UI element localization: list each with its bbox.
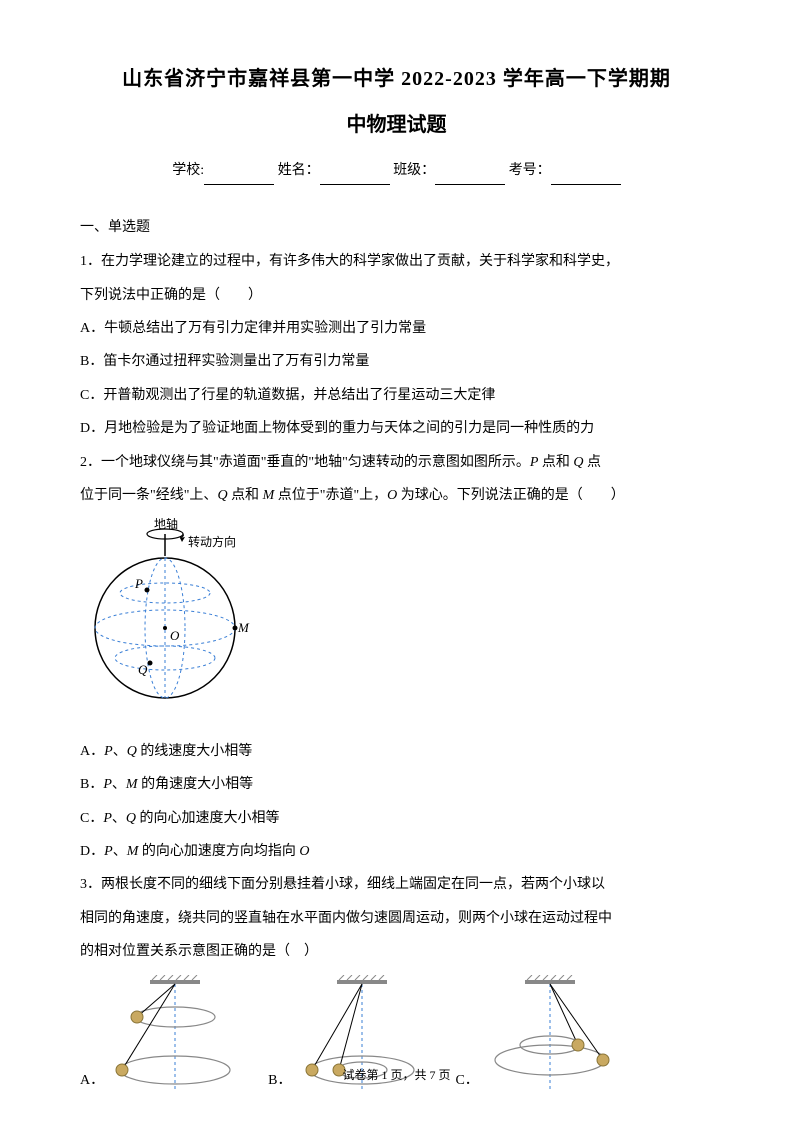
title-line-2: 中物理试题 bbox=[80, 106, 713, 144]
svg-text:P: P bbox=[134, 576, 143, 591]
q3-stem-1: 3．两根长度不同的细线下面分别悬挂着小球，细线上端固定在同一点，若两个小球以 bbox=[80, 870, 713, 899]
axis-label: 地轴 bbox=[154, 518, 178, 531]
school-blank[interactable] bbox=[204, 169, 274, 185]
title-line-1: 山东省济宁市嘉祥县第一中学 2022-2023 学年高一下学期期 bbox=[80, 60, 713, 98]
student-info-line: 学校: 姓名： 班级： 考号： bbox=[80, 158, 713, 185]
q1-stem-1: 1．在力学理论建立的过程中，有许多伟大的科学家做出了贡献，关于科学家和科学史， bbox=[80, 247, 713, 276]
q1-option-b: B．笛卡尔通过扭秤实验测量出了万有引力常量 bbox=[80, 347, 713, 376]
q2-option-d: D．P、M 的向心加速度方向均指向 O bbox=[80, 837, 713, 866]
q3-stem-3: 的相对位置关系示意图正确的是（ ） bbox=[80, 937, 713, 966]
q2-stem-1: 2．一个地球仪绕与其"赤道面"垂直的"地轴"匀速转动的示意图如图所示。P 点和 … bbox=[80, 448, 713, 477]
q2-option-c: C．P、Q 的向心加速度大小相等 bbox=[80, 804, 713, 833]
q2-stem-2: 位于同一条"经线"上、Q 点和 M 点位于"赤道"上，O 为球心。下列说法正确的… bbox=[80, 481, 713, 510]
class-label: 班级： bbox=[393, 163, 435, 178]
q1-option-a: A．牛顿总结出了万有引力定律并用实验测出了引力常量 bbox=[80, 314, 713, 343]
q1-option-d: D．月地检验是为了验证地面上物体受到的重力与天体之间的引力是同一种性质的力 bbox=[80, 414, 713, 443]
svg-text:O: O bbox=[170, 628, 180, 643]
q2-diagram: 地轴 转动方向 O P Q M bbox=[80, 518, 713, 729]
school-label: 学校: bbox=[172, 163, 204, 178]
q3-stem-2: 相同的角速度，绕共同的竖直轴在水平面内做匀速圆周运动，则两个小球在运动过程中 bbox=[80, 904, 713, 933]
section-1-title: 一、单选题 bbox=[80, 215, 713, 242]
q2-option-b: B．P、M 的角速度大小相等 bbox=[80, 770, 713, 799]
rotation-label: 转动方向 bbox=[188, 534, 236, 549]
name-blank[interactable] bbox=[320, 169, 390, 185]
examno-label: 考号： bbox=[509, 163, 551, 178]
page-footer: 试卷第 1 页，共 7 页 bbox=[0, 1064, 793, 1087]
q1-option-c: C．开普勒观测出了行星的轨道数据，并总结出了行星运动三大定律 bbox=[80, 381, 713, 410]
class-blank[interactable] bbox=[435, 169, 505, 185]
examno-blank[interactable] bbox=[551, 169, 621, 185]
q2-option-a: A．P、Q 的线速度大小相等 bbox=[80, 737, 713, 766]
q1-stem-2: 下列说法中正确的是（ ） bbox=[80, 281, 713, 310]
svg-text:Q: Q bbox=[138, 662, 148, 677]
name-label: 姓名： bbox=[278, 163, 320, 178]
svg-text:M: M bbox=[237, 620, 250, 635]
